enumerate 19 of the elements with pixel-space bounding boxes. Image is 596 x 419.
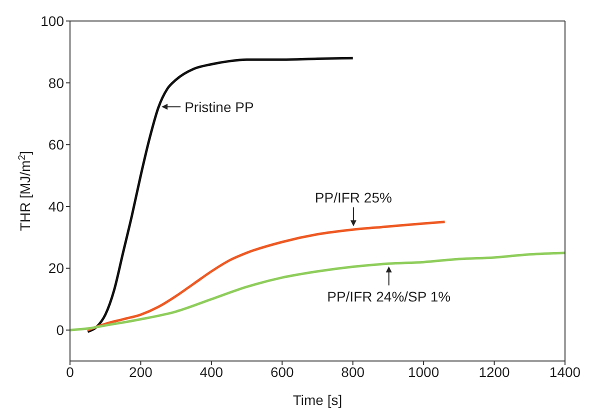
series-label: PP/IFR 25% — [314, 189, 392, 206]
x-axis-title: Time [s] — [292, 392, 342, 408]
series-label: Pristine PP — [184, 98, 254, 115]
y-tick-label: 40 — [48, 198, 64, 214]
y-tick-label: 60 — [48, 136, 64, 153]
x-tick-label: 1400 — [549, 364, 581, 380]
x-tick-label: 1200 — [478, 364, 510, 380]
x-tick-label: 600 — [270, 364, 294, 380]
y-tick-label: 100 — [40, 12, 64, 29]
series-label: PP/IFR 24%/SP 1% — [327, 288, 451, 304]
x-tick-label: 400 — [200, 364, 224, 380]
line-series — [70, 252, 565, 332]
y-tick-label: 0 — [56, 322, 64, 338]
y-tick-label: 80 — [48, 74, 64, 91]
y-tick-label: 20 — [48, 260, 64, 276]
x-tick-label: 1000 — [408, 364, 440, 380]
x-tick-label: 800 — [341, 364, 365, 380]
x-tick-label: 200 — [129, 364, 153, 380]
x-tick-label: 0 — [66, 364, 74, 380]
